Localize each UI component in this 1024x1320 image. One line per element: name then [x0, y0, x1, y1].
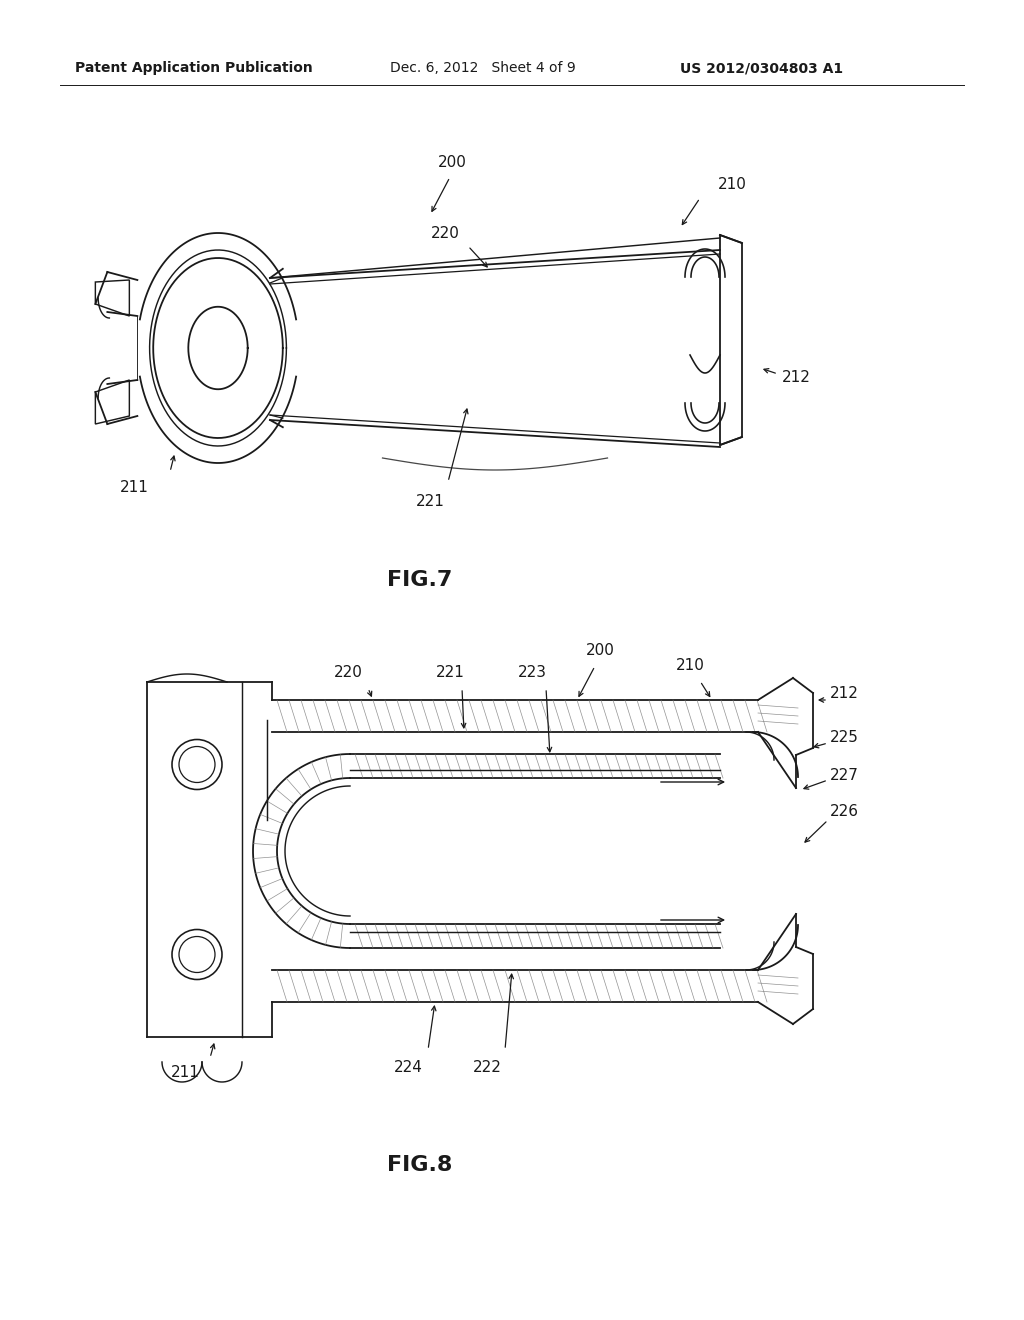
- Text: FIG.8: FIG.8: [387, 1155, 453, 1175]
- Text: 200: 200: [586, 643, 614, 657]
- Text: 221: 221: [435, 665, 465, 680]
- Text: 221: 221: [416, 494, 444, 510]
- Text: 211: 211: [120, 480, 148, 495]
- Text: 210: 210: [676, 657, 705, 673]
- Text: 200: 200: [437, 154, 467, 170]
- Text: 222: 222: [472, 1060, 502, 1074]
- Text: 225: 225: [830, 730, 859, 746]
- Text: Dec. 6, 2012   Sheet 4 of 9: Dec. 6, 2012 Sheet 4 of 9: [390, 61, 575, 75]
- Text: 227: 227: [830, 767, 859, 783]
- Text: US 2012/0304803 A1: US 2012/0304803 A1: [680, 61, 843, 75]
- Text: 211: 211: [171, 1065, 200, 1080]
- Text: Patent Application Publication: Patent Application Publication: [75, 61, 312, 75]
- Text: 220: 220: [334, 665, 362, 680]
- Text: FIG.7: FIG.7: [387, 570, 453, 590]
- Text: 220: 220: [430, 226, 460, 242]
- Text: 223: 223: [517, 665, 547, 680]
- Text: 212: 212: [782, 371, 811, 385]
- Text: 210: 210: [718, 177, 746, 191]
- Text: 224: 224: [393, 1060, 423, 1074]
- Text: 226: 226: [830, 804, 859, 820]
- Text: 212: 212: [830, 685, 859, 701]
